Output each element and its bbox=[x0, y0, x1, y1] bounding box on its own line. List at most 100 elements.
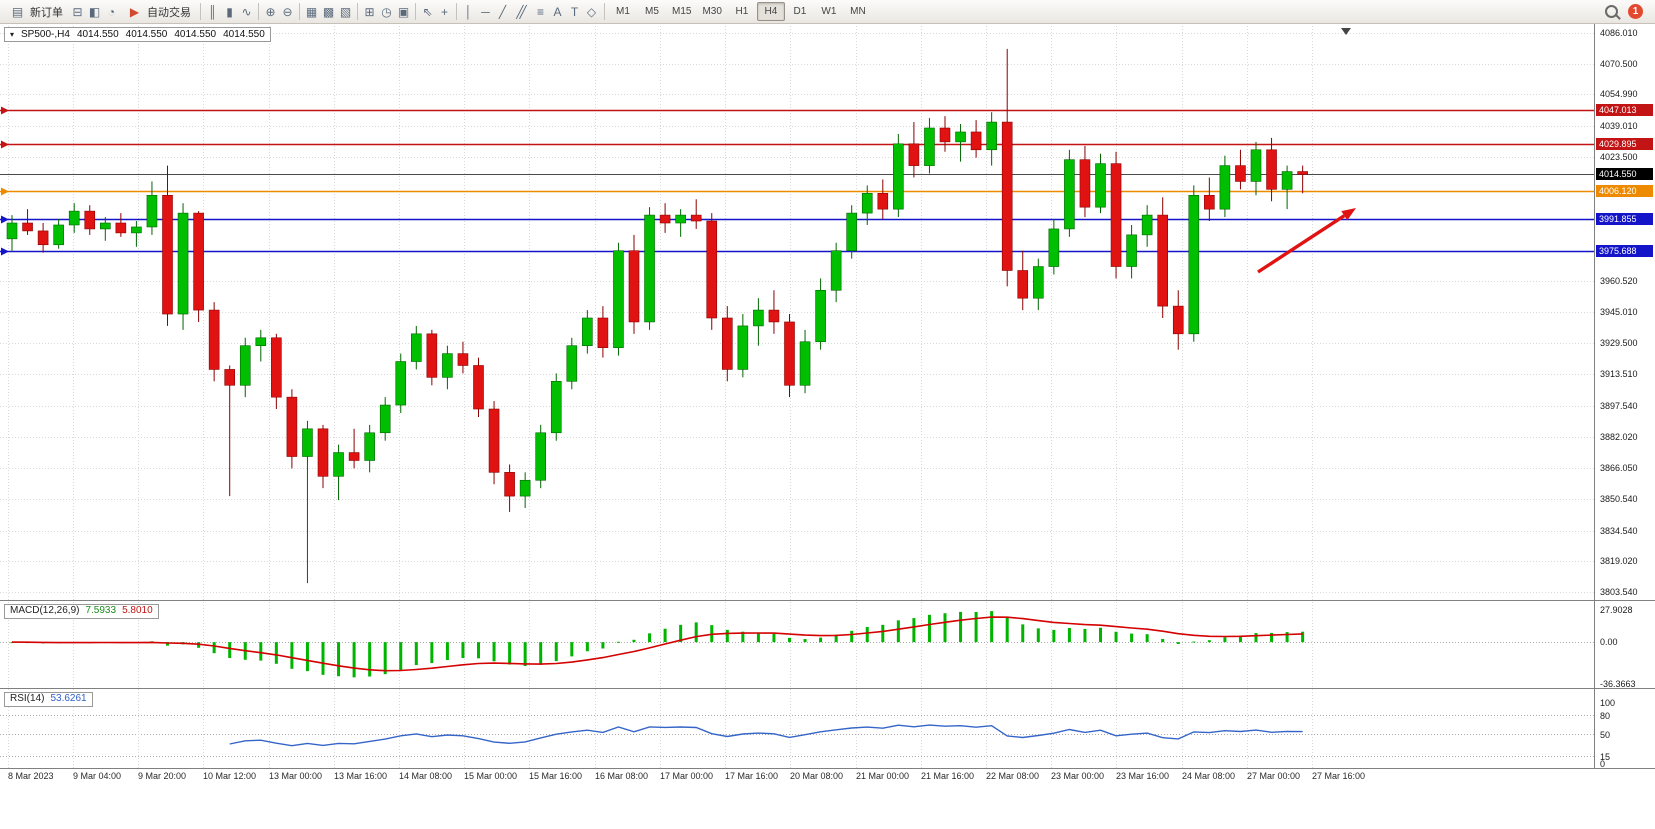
candle bbox=[333, 452, 344, 477]
price-axis[interactable]: 4086.010 4070.500 4054.990 4039.010 4023.500… bbox=[1596, 24, 1655, 786]
rsi-name: RSI(14) bbox=[10, 693, 45, 704]
crosshair-icon[interactable]: + bbox=[440, 4, 448, 19]
timeframe-mn-button[interactable]: MN bbox=[850, 6, 866, 17]
candle bbox=[22, 222, 33, 232]
support-line-price-badge: 3975.688 bbox=[1596, 245, 1653, 258]
candle bbox=[1001, 121, 1013, 271]
chart-dropdown-icon[interactable]: ▾ bbox=[10, 30, 15, 39]
notification-badge[interactable]: 1 bbox=[1628, 4, 1643, 19]
arrange-windows-icon[interactable]: ▧ bbox=[339, 4, 352, 19]
time-axis-label: 15 Mar 00:00 bbox=[464, 771, 518, 781]
profiles-icon[interactable]: ◧ bbox=[88, 4, 101, 19]
candle bbox=[504, 472, 515, 497]
toolbar-separator bbox=[299, 3, 300, 20]
chart-shift-marker[interactable] bbox=[1341, 28, 1351, 35]
chart-canvas[interactable] bbox=[0, 24, 1655, 829]
candle bbox=[613, 250, 624, 348]
period-icon[interactable]: ◷ bbox=[381, 4, 392, 19]
price-axis-label: 3945.010 bbox=[1600, 307, 1638, 318]
zoom-out-icon[interactable]: ⊖ bbox=[282, 4, 293, 19]
candle bbox=[550, 381, 562, 434]
time-axis-label: 27 Mar 16:00 bbox=[1312, 771, 1366, 781]
text-icon[interactable]: A bbox=[553, 4, 562, 19]
macd-axis-label: -36.3663 bbox=[1600, 679, 1636, 689]
cursor-icon[interactable]: ⇖ bbox=[422, 4, 433, 19]
candle bbox=[1266, 149, 1277, 190]
trendline-icon[interactable]: ╱ bbox=[498, 4, 507, 19]
candle bbox=[535, 432, 547, 481]
chart-header[interactable]: ▾ SP500-,H4 4014.550 4014.550 4014.550 4… bbox=[4, 27, 271, 42]
toolbar-separator bbox=[415, 3, 416, 20]
new-order-button[interactable]: ▤ 新订单 bbox=[4, 2, 68, 22]
terminal-icon[interactable]: ◔ bbox=[107, 4, 116, 19]
candle bbox=[1204, 194, 1215, 210]
time-axis-label: 21 Mar 16:00 bbox=[921, 771, 975, 781]
candle bbox=[986, 121, 997, 151]
horizontal-level-lines[interactable] bbox=[0, 106, 1594, 256]
fibonacci-icon[interactable]: ≡ bbox=[536, 4, 544, 19]
macd-axis-label: 0.00 bbox=[1600, 637, 1618, 648]
auto-trading-icon: ▶ bbox=[129, 4, 140, 19]
zoom-in-icon[interactable]: ⊕ bbox=[265, 4, 276, 19]
chart-close-value: 4014.550 bbox=[223, 29, 265, 40]
candle bbox=[146, 194, 158, 228]
new-chart-icon[interactable]: ⊞ bbox=[364, 4, 375, 19]
timeframe-h1-button[interactable]: H1 bbox=[735, 6, 749, 17]
rsi-axis-label: 0 bbox=[1600, 759, 1606, 769]
time-axis-label: 13 Mar 16:00 bbox=[334, 771, 388, 781]
candle bbox=[442, 353, 453, 378]
new-order-icon: ▤ bbox=[11, 4, 24, 19]
timeframe-w1-button[interactable]: W1 bbox=[821, 6, 837, 17]
tile-windows-icon[interactable]: ▦ bbox=[305, 4, 318, 19]
level-left-marker bbox=[1, 215, 9, 224]
candle bbox=[1250, 149, 1262, 182]
cascade-windows-icon[interactable]: ▩ bbox=[322, 4, 335, 19]
candlestick-chart-icon[interactable]: ▮ bbox=[226, 4, 233, 19]
timeframe-d1-button[interactable]: D1 bbox=[793, 6, 807, 17]
candle bbox=[255, 337, 267, 346]
candle bbox=[286, 396, 298, 457]
time-axis-label: 23 Mar 16:00 bbox=[1116, 771, 1170, 781]
rsi-axis-label: 50 bbox=[1600, 730, 1611, 740]
search-icon[interactable] bbox=[1605, 5, 1618, 18]
candle bbox=[1297, 171, 1308, 175]
candle bbox=[395, 361, 407, 406]
label-icon[interactable]: T bbox=[570, 4, 579, 19]
time-axis-label: 20 Mar 08:00 bbox=[790, 771, 844, 781]
trend-arrow-annotation[interactable] bbox=[1257, 208, 1356, 274]
level-left-marker bbox=[1, 247, 9, 256]
channel-icon[interactable]: ╱╱ bbox=[516, 4, 526, 19]
timeframe-m1-button[interactable]: M1 bbox=[616, 6, 630, 17]
candle bbox=[271, 337, 282, 398]
macd-indicator-label[interactable]: MACD(12,26,9) 7.5933 5.8010 bbox=[4, 604, 159, 619]
horizontal-line-icon[interactable]: ─ bbox=[481, 4, 490, 19]
time-axis[interactable]: 8 Mar 2023 9 Mar 04:00 9 Mar 20:00 10 Mar 1… bbox=[0, 770, 1594, 786]
current-price-price-badge: 4014.550 bbox=[1596, 168, 1653, 181]
bar-chart-icon[interactable]: ║ bbox=[208, 4, 217, 19]
candle bbox=[924, 127, 935, 166]
candle bbox=[566, 345, 578, 382]
vertical-line-icon[interactable]: │ bbox=[464, 4, 473, 19]
candle bbox=[1157, 214, 1168, 307]
timeframe-m5-button[interactable]: M5 bbox=[645, 6, 659, 17]
candle bbox=[317, 428, 329, 477]
charts-icon[interactable]: ⊟ bbox=[72, 4, 83, 19]
candle bbox=[1064, 159, 1075, 230]
candle bbox=[690, 214, 702, 222]
shapes-icon[interactable]: ◇ bbox=[586, 4, 597, 19]
rsi-indicator-label[interactable]: RSI(14) 53.6261 bbox=[4, 692, 93, 707]
timeframe-m15-button[interactable]: M15 bbox=[672, 6, 692, 17]
candle bbox=[659, 214, 671, 224]
candle bbox=[193, 212, 204, 311]
price-axis-label: 3850.540 bbox=[1600, 493, 1638, 504]
timeframe-m30-button[interactable]: M30 bbox=[702, 6, 722, 17]
candle bbox=[861, 193, 873, 214]
rsi-axis-label: 80 bbox=[1600, 710, 1611, 721]
time-axis-label: 9 Mar 04:00 bbox=[73, 771, 122, 781]
candle bbox=[768, 309, 780, 323]
line-chart-icon[interactable]: ∿ bbox=[241, 4, 252, 19]
price-axis-label: 3913.510 bbox=[1600, 369, 1638, 380]
snapshot-icon[interactable]: ▣ bbox=[397, 4, 410, 19]
timeframe-h4-button[interactable]: H4 bbox=[756, 2, 785, 21]
auto-trading-button[interactable]: ▶ 自动交易 bbox=[121, 2, 196, 22]
